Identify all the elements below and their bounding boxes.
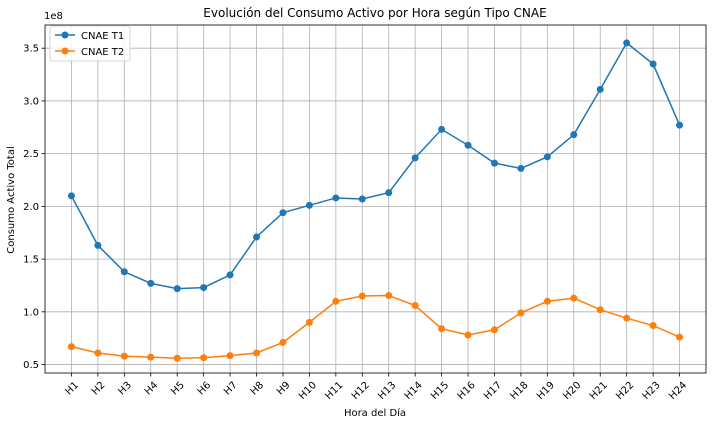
y-tick-label: 2.5 [23,149,39,160]
legend-marker-t1 [61,31,69,39]
legend-marker-t2 [61,47,69,55]
x-tick-label: H13 [376,380,398,402]
data-point [411,302,419,310]
x-axis-label: Hora del Día [344,407,406,419]
data-point [649,60,657,68]
y-axis-offset-label: 1e8 [44,11,63,22]
grid-lines [45,25,706,373]
data-point [464,331,472,339]
data-point [596,85,604,93]
x-tick-label: H18 [508,380,530,402]
data-point [517,164,525,172]
data-point [332,297,340,305]
series-1 [67,39,684,293]
data-point [226,352,234,360]
y-tick-label: 1.0 [23,307,39,318]
series-group [67,39,684,362]
data-point [438,325,446,333]
x-tick-label: H14 [403,380,425,402]
x-tick-label: H2 [90,380,108,398]
data-point [147,279,155,287]
data-point [200,354,208,362]
data-point [543,297,551,305]
x-tick-label: H1 [63,380,81,398]
x-tick-label: H23 [641,380,663,402]
data-point [173,354,181,362]
y-tick-label: 3.0 [23,96,39,107]
x-tick-label: H8 [249,380,267,398]
x-tick-label: H4 [143,380,161,398]
data-point [676,121,684,129]
x-axis-ticks: H1 H2 H3 H4 H5 H6 H7 H8 H9 H10 H11 H12 H13 H14 H15 H16 H… [63,373,689,402]
x-tick-label: H3 [116,380,134,398]
x-tick-label: H5 [169,380,187,398]
data-point [120,268,128,276]
x-tick-label: H21 [588,380,610,402]
data-point [570,131,578,139]
data-point [385,291,393,299]
x-tick-label: H15 [429,380,451,402]
data-point [147,353,155,361]
y-tick-label: 1.5 [23,255,39,266]
data-point [226,271,234,279]
data-point [490,326,498,334]
legend-label-t1: CNAE T1 [81,31,124,42]
data-point [358,292,366,300]
x-tick-label: H6 [196,380,214,398]
x-tick-label: H10 [297,380,319,402]
data-point [279,338,287,346]
x-tick-label: H11 [323,380,345,402]
x-tick-label: H22 [614,380,636,402]
legend-label-t2: CNAE T2 [81,47,124,58]
y-axis-ticks: 0.5 1.0 1.5 2.0 2.5 3.0 3.5 [23,44,45,371]
data-point [464,141,472,149]
data-point [543,153,551,161]
plot-area-frame [44,24,707,374]
data-point [490,159,498,167]
x-tick-label: H12 [350,380,372,402]
data-point [120,352,128,360]
x-tick-label: H9 [275,380,293,398]
y-tick-label: 2.0 [23,202,39,213]
data-point [94,349,102,357]
data-point [279,209,287,217]
data-point [94,241,102,249]
data-point [649,322,657,330]
data-point [67,343,75,351]
x-tick-label: H19 [535,380,557,402]
data-point [596,306,604,314]
data-point [200,284,208,292]
chart-title: Evolución del Consumo Activo por Hora se… [203,6,546,20]
x-tick-label: H17 [482,380,504,402]
x-tick-label: H20 [561,380,583,402]
x-tick-label: H16 [456,380,478,402]
data-point [411,154,419,162]
x-tick-label: H7 [222,380,240,398]
series-line [70,41,681,290]
y-tick-label: 3.5 [23,44,39,55]
data-point [305,318,313,326]
data-point [173,285,181,293]
data-point [305,201,313,209]
data-point [517,309,525,317]
series-line [71,294,680,359]
legend: CNAE T1 CNAE T2 [49,25,131,62]
data-point [385,189,393,197]
data-point [253,233,261,241]
data-point [253,349,261,357]
y-tick-label: 0.5 [23,360,39,371]
data-point [623,39,631,47]
data-point [570,294,578,302]
data-point [623,314,631,322]
y-axis-label: Consumo Activo Total [6,146,17,253]
data-point [438,125,446,133]
series-2 [67,291,684,362]
data-point [676,333,684,341]
data-point [358,195,366,203]
data-point [332,194,340,202]
x-tick-label: H24 [667,380,689,402]
data-point [67,192,75,200]
